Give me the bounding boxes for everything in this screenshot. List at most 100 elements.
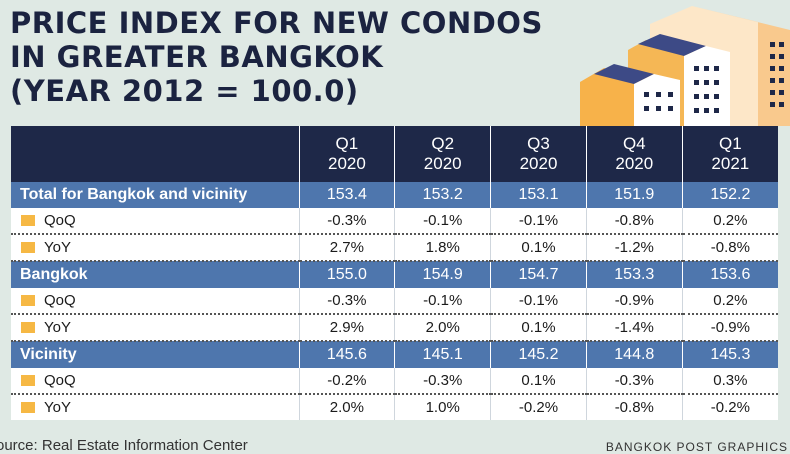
header-row: Q1 2020 Q2 2020 Q3 2020 Q4 2020 Q1 2021 xyxy=(11,126,778,182)
qoq-label-cell: QoQ xyxy=(11,368,300,395)
yoy-value: 1.8% xyxy=(394,234,492,262)
building-middle-windows xyxy=(694,66,719,113)
qoq-row-total: QoQ -0.3% -0.1% -0.1% -0.8% 0.2% xyxy=(11,208,778,235)
yoy-value: 2.0% xyxy=(394,314,492,342)
qoq-value: -0.1% xyxy=(394,288,492,315)
qoq-row-vicinity: QoQ -0.2% -0.3% 0.1% -0.3% 0.3% xyxy=(11,368,778,395)
square-marker-icon xyxy=(21,242,35,253)
yoy-value: -0.2% xyxy=(490,394,587,420)
qoq-value: 0.2% xyxy=(682,288,778,315)
qoq-label-cell: QoQ xyxy=(11,288,300,315)
yoy-label: YoY xyxy=(44,319,71,336)
yoy-label: YoY xyxy=(44,399,71,416)
header-q3-2020: Q3 2020 xyxy=(490,126,587,182)
building-front-roof xyxy=(594,64,654,84)
square-marker-icon xyxy=(21,322,35,333)
group-row-bangkok: Bangkok 155.0 154.9 154.7 153.3 153.6 xyxy=(11,261,778,288)
yoy-value: -0.9% xyxy=(682,314,778,342)
index-value: 155.0 xyxy=(299,261,396,288)
group-label: Bangkok xyxy=(11,261,300,288)
qoq-label: QoQ xyxy=(44,372,76,389)
yoy-row-bangkok: YoY 2.9% 2.0% 0.1% -1.4% -0.9% xyxy=(11,314,778,342)
building-back-side xyxy=(692,6,790,126)
yoy-value: -1.4% xyxy=(586,314,683,342)
year-label: 2020 xyxy=(423,154,462,173)
qoq-label: QoQ xyxy=(44,292,76,309)
title-line: (YEAR 2012 = 100.0) xyxy=(10,74,359,108)
building-middle-roof xyxy=(638,34,706,56)
index-value: 152.2 xyxy=(682,182,778,208)
building-middle-side xyxy=(684,46,730,126)
header-q1-2020: Q1 2020 xyxy=(299,126,396,182)
group-row-total: Total for Bangkok and vicinity 153.4 153… xyxy=(11,182,778,208)
group-label: Total for Bangkok and vicinity xyxy=(11,182,300,208)
building-back-windows xyxy=(770,42,784,107)
qoq-value: -0.2% xyxy=(299,368,396,395)
header-q4-2020: Q4 2020 xyxy=(586,126,683,182)
group-label: Vicinity xyxy=(11,341,300,368)
year-label: 2020 xyxy=(327,154,366,173)
qoq-row-bangkok: QoQ -0.3% -0.1% -0.1% -0.9% 0.2% xyxy=(11,288,778,315)
yoy-value: 0.1% xyxy=(490,234,587,262)
building-front-windows xyxy=(644,92,673,111)
quarter-label: Q1 xyxy=(335,134,359,153)
yoy-value: -1.2% xyxy=(586,234,683,262)
yoy-value: 2.9% xyxy=(299,314,396,342)
index-value: 154.7 xyxy=(490,261,587,288)
yoy-value: 2.0% xyxy=(299,394,396,420)
year-label: 2021 xyxy=(711,154,750,173)
yoy-value: -0.8% xyxy=(586,394,683,420)
index-value: 153.4 xyxy=(299,182,396,208)
qoq-label-cell: QoQ xyxy=(11,208,300,235)
qoq-value: -0.3% xyxy=(586,368,683,395)
title-line: PRICE INDEX FOR NEW CONDOS xyxy=(10,6,543,40)
qoq-value: -0.3% xyxy=(394,368,492,395)
year-label: 2020 xyxy=(519,154,558,173)
qoq-label: QoQ xyxy=(44,212,76,229)
year-label: 2020 xyxy=(615,154,654,173)
quarter-label: Q3 xyxy=(527,134,550,153)
header-q2-2020: Q2 2020 xyxy=(394,126,492,182)
header-q1-2021: Q1 2021 xyxy=(682,126,778,182)
chart-title: PRICE INDEX FOR NEW CONDOS IN GREATER BA… xyxy=(10,6,543,108)
building-front-side xyxy=(634,74,680,126)
index-value: 153.1 xyxy=(490,182,587,208)
source-note: ource: Real Estate Information Center xyxy=(0,437,248,454)
index-value: 145.1 xyxy=(394,341,492,368)
quarter-label: Q4 xyxy=(622,134,646,153)
quarter-label: Q2 xyxy=(431,134,455,153)
yoy-value: 0.1% xyxy=(490,314,587,342)
qoq-value: -0.3% xyxy=(299,288,396,315)
index-value: 153.2 xyxy=(394,182,492,208)
header-label-cell xyxy=(11,126,300,182)
index-value: 154.9 xyxy=(394,261,492,288)
index-value: 145.2 xyxy=(490,341,587,368)
square-marker-icon xyxy=(21,295,35,306)
qoq-value: 0.1% xyxy=(490,368,587,395)
title-line: IN GREATER BANGKOK xyxy=(10,40,384,74)
yoy-label-cell: YoY xyxy=(11,234,300,262)
yoy-row-vicinity: YoY 2.0% 1.0% -0.2% -0.8% -0.2% xyxy=(11,394,778,420)
index-value: 145.3 xyxy=(682,341,778,368)
qoq-value: -0.1% xyxy=(490,208,587,235)
yoy-value: -0.2% xyxy=(682,394,778,420)
group-row-vicinity: Vicinity 145.6 145.1 145.2 144.8 145.3 xyxy=(11,341,778,368)
price-index-table: Q1 2020 Q2 2020 Q3 2020 Q4 2020 Q1 2021 Total… xyxy=(11,126,778,420)
qoq-value: -0.8% xyxy=(586,208,683,235)
index-value: 145.6 xyxy=(299,341,396,368)
square-marker-icon xyxy=(21,402,35,413)
square-marker-icon xyxy=(21,375,35,386)
quarter-label: Q1 xyxy=(719,134,742,153)
square-marker-icon xyxy=(21,215,35,226)
graphics-credit: BANGKOK POST GRAPHICS xyxy=(605,440,788,454)
qoq-value: 0.2% xyxy=(682,208,778,235)
yoy-row-total: YoY 2.7% 1.8% 0.1% -1.2% -0.8% xyxy=(11,234,778,262)
yoy-label-cell: YoY xyxy=(11,314,300,342)
qoq-value: -0.9% xyxy=(586,288,683,315)
qoq-value: -0.1% xyxy=(490,288,587,315)
yoy-label-cell: YoY xyxy=(11,394,300,420)
qoq-value: -0.3% xyxy=(299,208,396,235)
qoq-value: 0.3% xyxy=(682,368,778,395)
qoq-value: -0.1% xyxy=(394,208,492,235)
yoy-value: 1.0% xyxy=(394,394,492,420)
